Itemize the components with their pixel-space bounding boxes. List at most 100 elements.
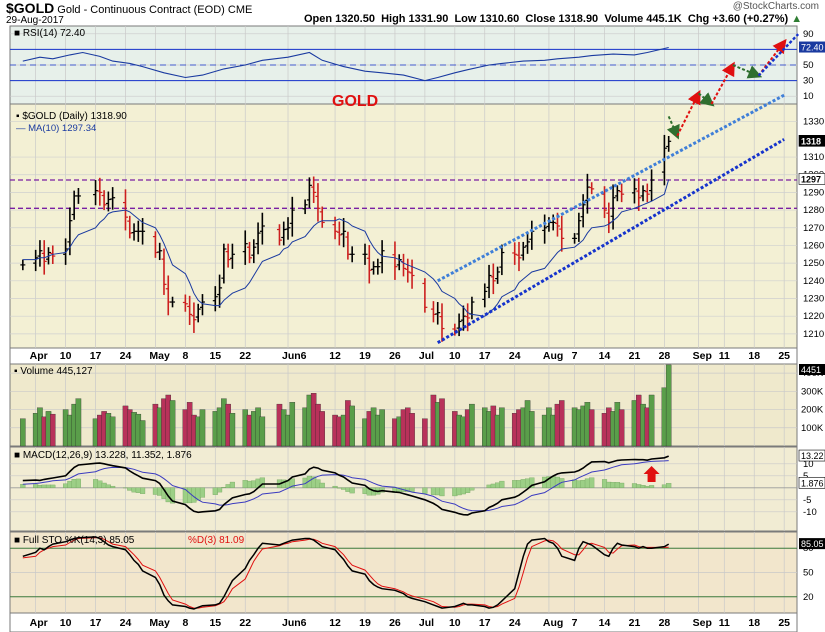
price-tick-label: 1290 <box>803 187 824 198</box>
volume-last-label: 4451 <box>801 365 821 375</box>
macd-histogram-bar <box>636 484 642 488</box>
macd-histogram-bar <box>572 479 578 488</box>
volume-legend: ▪ Volume 445,127 <box>14 366 93 377</box>
macd-histogram-bar <box>529 477 535 488</box>
macd-histogram-bar <box>67 480 73 488</box>
x-tick-label-bottom: 8 <box>182 617 188 629</box>
price-value-label: 1297 <box>801 174 821 184</box>
rsi-legend: ■ RSI(14) 72.40 <box>14 28 86 39</box>
macd-histogram-bar <box>439 487 445 497</box>
x-tick-label-top: 28 <box>659 350 671 362</box>
volume-bar <box>169 400 176 447</box>
x-tick-label-top: 18 <box>748 350 760 362</box>
macd-histogram-bar <box>105 484 111 488</box>
price-value-label: 1318 <box>801 136 821 146</box>
macd-histogram-bar <box>601 479 608 488</box>
chart-title: GOLD <box>332 93 378 110</box>
x-tick-label-bottom: 25 <box>778 617 790 629</box>
x-tick-label-top: 24 <box>509 350 521 362</box>
x-tick-label-bottom: 28 <box>659 617 671 629</box>
exchange-label: CME <box>227 4 253 16</box>
price-tick-label: 1280 <box>803 205 824 216</box>
macd-histogram-bar <box>349 487 355 494</box>
macd-legend: ■ MACD(12,26,9) 13.228, 11.352, 1.876 <box>14 450 192 461</box>
macd-histogram-bar <box>486 484 492 488</box>
x-tick-label-top: 17 <box>90 350 102 362</box>
x-axis-strip-bottom <box>9 612 798 632</box>
macd-histogram-bar <box>319 482 325 488</box>
volume-bar <box>648 394 655 447</box>
macd-histogram-bar <box>169 487 176 504</box>
macd-histogram-bar <box>33 484 39 488</box>
ohlc-row: Open 1320.50 High 1331.90 Low 1310.60 Cl… <box>304 13 802 25</box>
macd-histogram-bar <box>422 487 428 494</box>
rsi-tick-label: 10 <box>803 91 814 102</box>
macd-histogram-bar <box>251 480 257 488</box>
rsi-tick-label: 50 <box>803 60 814 71</box>
sto-legend: ■ Full STO %K(14,3) 85.05 <box>14 535 135 546</box>
macd-histogram-bar <box>452 487 458 497</box>
rsi-last-value-label: 72.40 <box>801 43 824 53</box>
ma-legend: — MA(10) 1297.34 <box>16 123 96 134</box>
macd-value-label: 1.876 <box>801 478 824 488</box>
macd-histogram-bar <box>610 482 616 488</box>
x-tick-label-bottom: 19 <box>359 617 371 629</box>
macd-histogram-bar <box>41 484 47 488</box>
volume-tick-label: 100K <box>801 423 824 434</box>
volume-value: Volume 445.1K <box>604 13 682 25</box>
x-tick-label-top: 7 <box>572 350 578 362</box>
x-tick-label-bottom: 21 <box>629 617 641 629</box>
projection-arrow <box>666 115 680 140</box>
macd-histogram-bar <box>661 484 667 488</box>
sto-tick-label: 50 <box>803 568 814 579</box>
x-tick-label-bottom: 14 <box>599 617 611 629</box>
volume-bar <box>229 413 236 447</box>
macd-histogram-bar <box>63 483 69 488</box>
open-value: Open 1320.50 <box>304 13 375 25</box>
rsi-line <box>22 46 669 82</box>
price-tick-label: 1250 <box>803 258 824 269</box>
x-tick-label-top: 19 <box>359 350 371 362</box>
chart-header: $GOLD Gold - Continuous Contract (EOD) C… <box>0 0 825 26</box>
macd-histogram-bar <box>45 484 52 488</box>
macd-histogram-bar <box>37 485 43 488</box>
macd-histogram-bar <box>631 483 638 488</box>
macd-histogram-bar <box>332 485 338 488</box>
trend-channel-upper <box>437 93 785 283</box>
macd-histogram-bar <box>576 480 582 488</box>
volume-last-marker <box>799 364 825 375</box>
macd-histogram-bar <box>97 480 103 488</box>
price-legend: ▪ $GOLD (Daily) 1318.90 <box>16 111 127 122</box>
x-tick-label-bottom: 15 <box>209 617 221 629</box>
macd-histogram-bar <box>101 482 107 488</box>
volume-tick-label: 200K <box>801 405 824 416</box>
x-tick-label-top: Sep <box>693 350 712 362</box>
sto-last-marker <box>799 538 825 550</box>
macd-histogram-bar <box>516 480 522 488</box>
macd-histogram-bar <box>589 477 595 488</box>
x-tick-label-top: 25 <box>778 350 790 362</box>
x-tick-label-top: 17 <box>479 350 491 362</box>
volume-bar <box>559 400 565 447</box>
volume-bar <box>439 398 445 447</box>
macd-histogram-bar <box>460 487 466 495</box>
macd-line <box>22 455 669 516</box>
macd-histogram-bar <box>469 487 475 491</box>
price-tick-label: 1260 <box>803 240 824 251</box>
x-tick-label-bottom: 11 <box>719 617 730 629</box>
macd-histogram-bar <box>246 480 253 488</box>
x-tick-label-bottom: Apr <box>30 617 48 629</box>
macd-histogram-bar <box>135 487 141 493</box>
volume-bar <box>588 409 595 447</box>
x-axis-strip-top <box>9 347 798 365</box>
macd-histogram-bar <box>289 478 295 488</box>
volume-bar <box>409 413 415 447</box>
volume-bar <box>618 409 625 447</box>
x-tick-label-bottom: 26 <box>389 617 401 629</box>
macd-histogram-bar <box>341 487 347 490</box>
volume-bar <box>665 364 672 447</box>
x-tick-label-top: 24 <box>120 350 132 362</box>
projection-final-leg <box>757 33 800 77</box>
x-tick-label-top: May <box>149 350 170 362</box>
x-tick-label-bottom: 12 <box>329 617 341 629</box>
